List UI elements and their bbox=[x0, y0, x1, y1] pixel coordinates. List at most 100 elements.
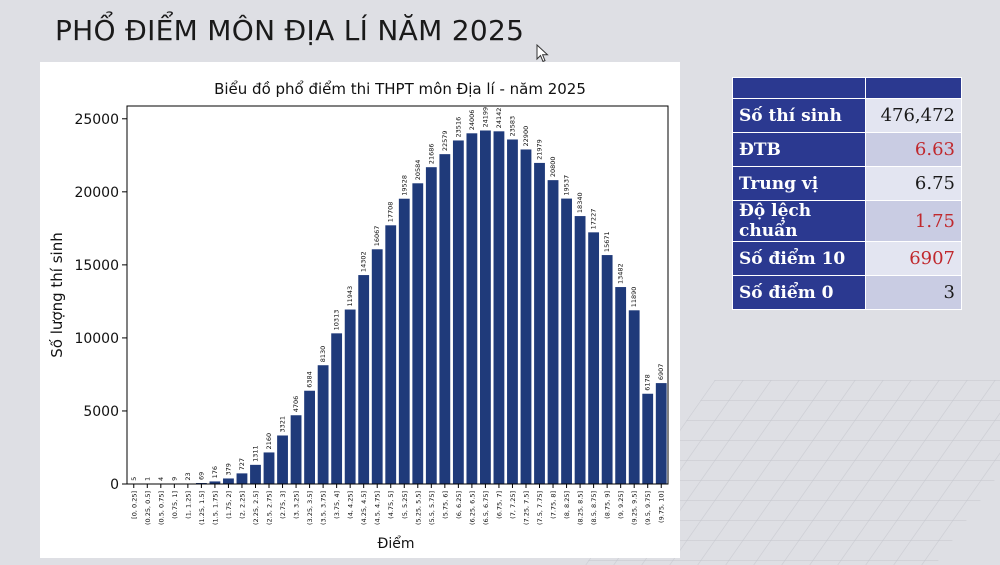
x-tick-label: (3.5, 3.75] bbox=[320, 491, 328, 525]
x-tick-label: (8, 8.25] bbox=[563, 491, 571, 519]
bar-value-label: 1 bbox=[143, 477, 151, 481]
x-tick-label: (4, 4.25] bbox=[347, 491, 355, 519]
statistic-value: 476,472 bbox=[865, 98, 962, 133]
x-tick-label: (7.5, 7.75] bbox=[536, 491, 544, 525]
bar bbox=[412, 183, 424, 484]
y-tick-label: 0 bbox=[110, 477, 119, 493]
x-tick-label: (0.5, 0.75] bbox=[157, 491, 165, 525]
bar bbox=[304, 390, 315, 484]
bar bbox=[507, 139, 518, 484]
statistics-table: Số thí sinh 476,472 ĐTB 6.63 Trung vị 6.75 Độ … bbox=[732, 77, 962, 310]
x-tick-label: (5, 5.25] bbox=[401, 491, 409, 519]
bar-value-label: 727 bbox=[238, 458, 246, 470]
bar bbox=[628, 310, 640, 484]
bar-value-label: 176 bbox=[211, 466, 219, 478]
bar-value-label: 19528 bbox=[400, 175, 408, 196]
bar-value-label: 24142 bbox=[495, 108, 503, 129]
x-tick-label: (8.5, 8.75] bbox=[590, 491, 598, 525]
bar-value-label: 1311 bbox=[251, 445, 259, 462]
bar bbox=[385, 225, 397, 485]
x-tick-label: [0, 0.25] bbox=[130, 491, 138, 519]
bar-value-label: 14302 bbox=[360, 251, 368, 272]
bar-value-label: 9 bbox=[170, 477, 178, 481]
x-tick-label: (8.25, 8.5] bbox=[577, 491, 585, 525]
bar bbox=[371, 249, 383, 484]
y-tick-label: 20000 bbox=[74, 185, 119, 201]
y-tick-label: 25000 bbox=[74, 112, 119, 128]
bar-value-label: 11943 bbox=[346, 286, 354, 307]
bar-value-label: 4706 bbox=[292, 396, 300, 413]
bar-value-label: 15671 bbox=[603, 231, 611, 252]
slide-title: PHỔ ĐIỂM MÔN ĐỊA LÍ NĂM 2025 bbox=[55, 14, 525, 47]
bar-value-label: 379 bbox=[224, 463, 232, 475]
bar-value-label: 5 bbox=[130, 477, 138, 481]
bar-value-label: 2160 bbox=[265, 433, 273, 450]
x-tick-label: (2, 2.25] bbox=[238, 491, 246, 519]
bar bbox=[209, 481, 221, 484]
bar bbox=[601, 255, 613, 484]
statistic-value: 3 bbox=[865, 275, 962, 310]
bar bbox=[480, 130, 491, 484]
statistics-row: Số thí sinh 476,472 bbox=[732, 98, 962, 133]
bar-value-label: 19537 bbox=[563, 175, 571, 196]
bar-value-label: 22900 bbox=[522, 126, 530, 147]
statistic-label: Số thí sinh bbox=[732, 98, 866, 133]
bar-value-label: 6178 bbox=[644, 374, 652, 391]
x-tick-label: (2.75, 3] bbox=[279, 491, 287, 519]
x-tick-label: (1, 1.25] bbox=[184, 491, 192, 519]
bar bbox=[493, 131, 505, 484]
x-tick-label: (9.25, 9.5] bbox=[631, 491, 639, 525]
bar bbox=[655, 383, 667, 484]
statistic-label: Số điểm 0 bbox=[732, 275, 866, 310]
score-distribution-chart: Biểu đồ phổ điểm thi THPT môn Địa lí - n… bbox=[48, 80, 669, 552]
bar bbox=[547, 180, 559, 484]
x-tick-label: (1.5, 1.75] bbox=[211, 491, 219, 525]
bar-value-label: 3321 bbox=[279, 416, 287, 433]
bar-value-label: 20584 bbox=[414, 160, 422, 181]
bar bbox=[195, 482, 207, 484]
x-tick-label: (1.75, 2] bbox=[225, 491, 233, 519]
bar bbox=[277, 435, 288, 484]
statistic-label: Số điểm 10 bbox=[732, 241, 866, 276]
bar-value-label: 23516 bbox=[454, 117, 462, 138]
chart-title: Biểu đồ phổ điểm thi THPT môn Địa lí - n… bbox=[214, 80, 586, 98]
x-tick-label: (1.25, 1.5] bbox=[198, 491, 206, 525]
bar-value-label: 17708 bbox=[387, 202, 395, 223]
x-tick-label: (6, 6.25] bbox=[455, 491, 463, 519]
bar bbox=[588, 232, 600, 484]
bar-value-label: 24006 bbox=[468, 110, 476, 131]
y-axis-label: Số lượng thí sinh bbox=[48, 232, 66, 357]
bar bbox=[466, 133, 478, 484]
bar bbox=[236, 473, 248, 484]
x-tick-label: (4.5, 4.75] bbox=[374, 491, 382, 525]
bar-value-label: 6384 bbox=[306, 371, 314, 388]
x-tick-label: (9.75, 10] bbox=[658, 491, 666, 523]
bar bbox=[642, 393, 654, 484]
x-tick-label: (4.25, 4.5] bbox=[360, 491, 368, 525]
bar-value-label: 16067 bbox=[373, 226, 381, 247]
x-tick-label: (8.75, 9] bbox=[604, 491, 612, 519]
bar bbox=[574, 216, 586, 484]
bar-value-label: 69 bbox=[197, 472, 205, 480]
bar bbox=[263, 452, 275, 484]
bar bbox=[344, 309, 356, 484]
x-tick-label: (5.75, 6] bbox=[441, 491, 449, 519]
x-tick-label: (6.5, 6.75] bbox=[482, 491, 490, 525]
bar bbox=[425, 167, 437, 484]
bar-value-label: 11890 bbox=[630, 287, 638, 308]
statistics-table-header bbox=[732, 77, 962, 99]
statistics-row: Trung vị 6.75 bbox=[732, 166, 962, 201]
x-tick-label: (9, 9.25] bbox=[617, 491, 625, 519]
x-tick-label: (3, 3.25] bbox=[293, 491, 301, 519]
bar-value-label: 4 bbox=[157, 477, 165, 481]
x-tick-label: (9.5, 9.75] bbox=[644, 491, 652, 525]
statistic-value: 6907 bbox=[865, 241, 962, 276]
bar bbox=[331, 333, 343, 484]
statistic-label: Độ lệch chuẩn bbox=[732, 200, 866, 242]
y-tick-label: 5000 bbox=[83, 404, 119, 420]
x-tick-label: (6.75, 7] bbox=[495, 491, 503, 519]
x-tick-label: (7.25, 7.5] bbox=[522, 491, 530, 525]
x-tick-label: (2.5, 2.75] bbox=[266, 491, 274, 525]
x-tick-label: (0.25, 0.5] bbox=[144, 491, 152, 525]
bar bbox=[398, 198, 410, 485]
